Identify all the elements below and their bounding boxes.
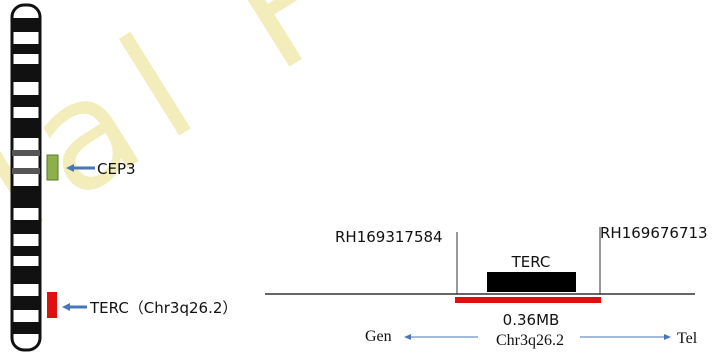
gene-label: TERC — [511, 253, 551, 271]
probe-label: CEP3 — [97, 160, 136, 178]
probe-span — [455, 297, 601, 303]
end-label: Gen — [365, 328, 392, 345]
terc-probe — [47, 292, 57, 318]
gene-block — [487, 272, 576, 292]
band-label: Chr3q26.2 — [496, 332, 564, 349]
end-label: Tel — [677, 330, 698, 347]
arrow-head — [404, 334, 411, 340]
marker-label: RH169676713 — [600, 224, 708, 242]
size-label: 0.36MB — [503, 311, 560, 329]
probe-label: TERC（Chr3q26.2） — [89, 299, 237, 317]
cep3-probe — [47, 155, 58, 180]
page: ial F CEP3 TERC（Chr3q26.2） TERC RH169317… — [0, 0, 728, 356]
diagram: ial F CEP3 TERC（Chr3q26.2） TERC RH169317… — [0, 0, 728, 356]
watermark: ial F — [0, 0, 386, 266]
arrow-head — [664, 334, 671, 340]
arrow-head — [62, 303, 70, 311]
marker-label: RH169317584 — [335, 228, 443, 246]
chromosome-ideogram — [12, 5, 40, 350]
